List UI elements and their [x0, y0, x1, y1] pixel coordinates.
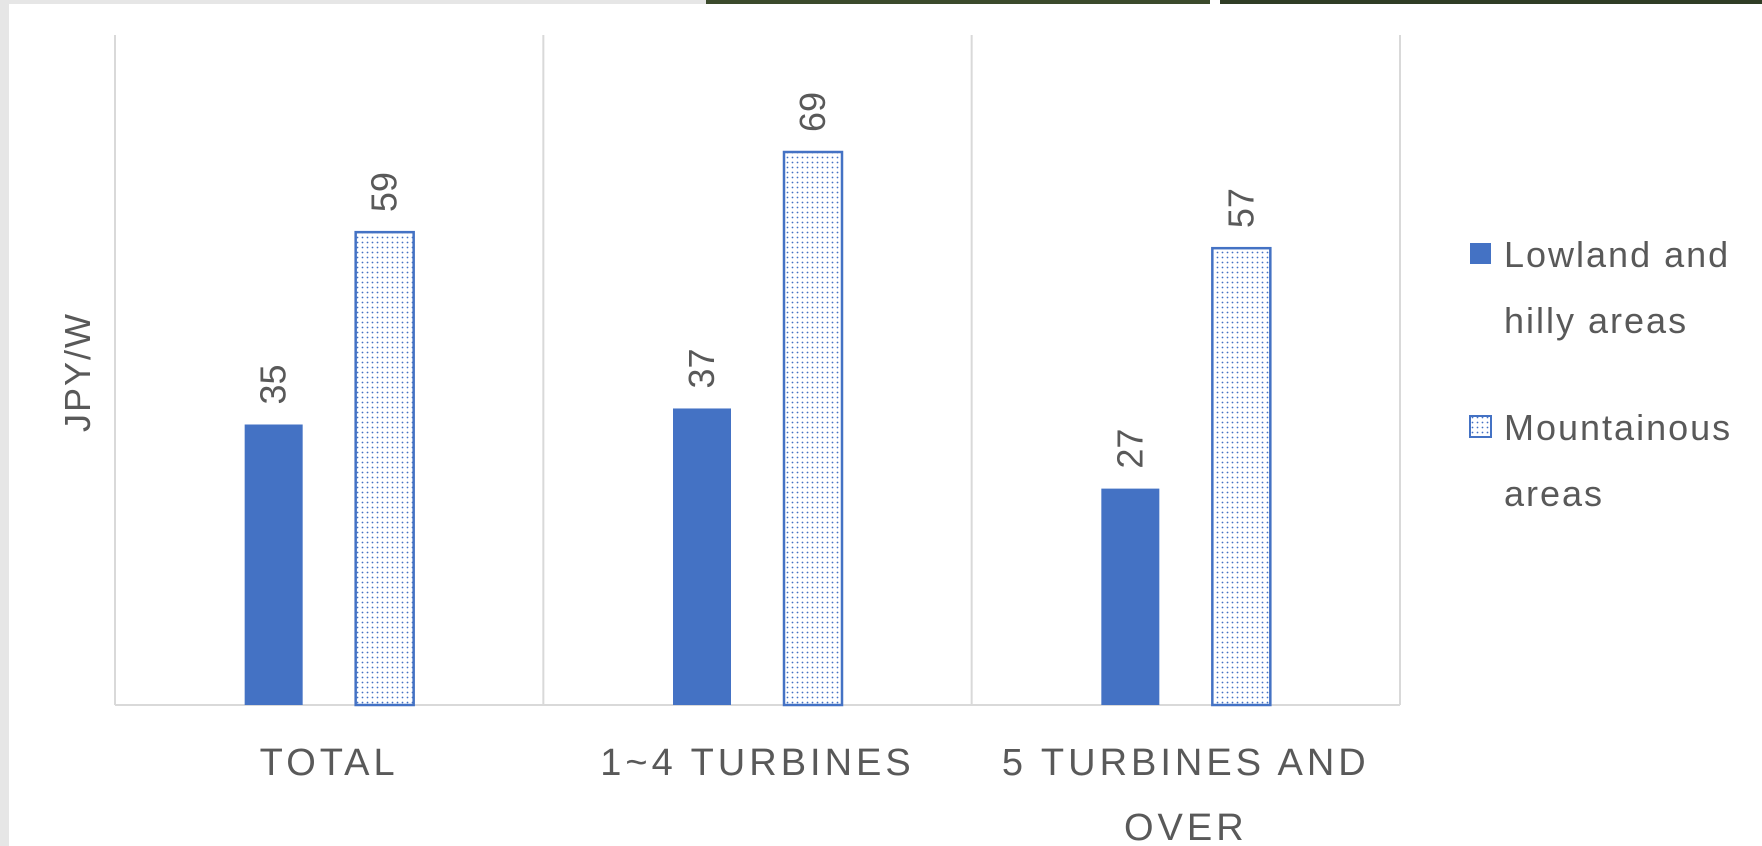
legend-swatch — [1469, 415, 1492, 438]
page-frame-left — [0, 0, 9, 846]
legend-label: areas — [1504, 473, 1604, 514]
data-label: 37 — [681, 348, 722, 388]
bar-mountainous — [1211, 246, 1272, 707]
background-photo-edge — [706, 0, 1210, 4]
bar-mountainous — [782, 150, 844, 707]
legend-label: Mountainous — [1504, 407, 1732, 448]
page-frame-top — [0, 0, 706, 4]
data-label: 35 — [253, 364, 294, 404]
bar-lowland-hilly — [673, 408, 731, 705]
data-label: 27 — [1109, 429, 1150, 469]
x-tick-label: TOTAL — [260, 742, 399, 784]
data-label: 59 — [364, 172, 405, 212]
legend-swatch — [1470, 243, 1491, 264]
x-tick-label: OVER — [1124, 807, 1248, 846]
x-tick-label: 5 TURBINES AND — [1002, 742, 1370, 784]
bar-lowland-hilly — [1101, 488, 1160, 705]
legend-label: hilly areas — [1504, 300, 1688, 341]
y-axis-label: JPY/W — [57, 312, 98, 432]
legend-label: Lowland and — [1504, 234, 1730, 275]
plot-area: 35 59 TOTAL 37 69 1~4 TURBINES 27 57 5 TURBINES … — [114, 35, 1401, 846]
x-tick-label: 1~4 TURBINES — [600, 742, 914, 784]
legend: Lowland and hilly areas Mountainous areas — [1469, 234, 1732, 514]
bar-lowland-hilly — [244, 424, 303, 705]
data-label: 57 — [1220, 188, 1261, 228]
background-photo-edge — [1220, 0, 1762, 4]
bar-mountainous — [354, 230, 415, 707]
data-label: 69 — [792, 92, 833, 132]
